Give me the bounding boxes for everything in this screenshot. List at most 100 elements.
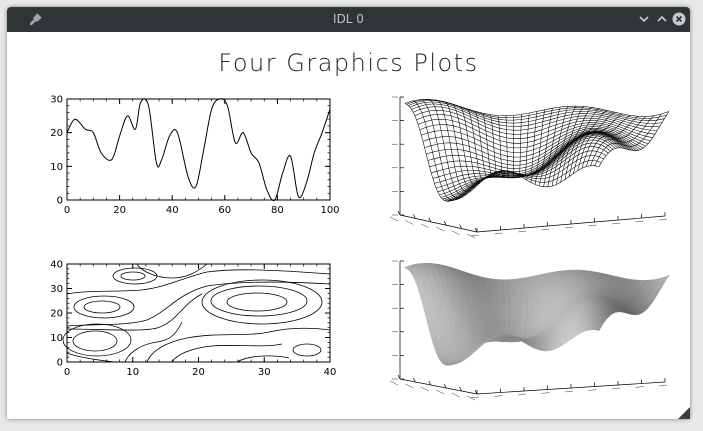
surface-facet bbox=[510, 293, 518, 298]
x-tick bbox=[413, 214, 416, 219]
mesh-line bbox=[577, 115, 631, 171]
mesh-line bbox=[547, 105, 577, 187]
y-tick-label bbox=[541, 392, 550, 394]
mesh-line bbox=[594, 113, 662, 166]
mesh-line bbox=[539, 106, 561, 187]
y-tick-label bbox=[658, 384, 668, 387]
y-tick-label bbox=[658, 218, 668, 221]
mesh-line bbox=[497, 115, 506, 178]
surface-facet bbox=[510, 332, 517, 336]
graphics-canvas: Four Graphics Plots 0 20 40 60 80 100 0 10 20 30 … bbox=[7, 32, 690, 419]
contour-line bbox=[83, 300, 121, 314]
mesh-line bbox=[505, 115, 510, 179]
y-tick-label bbox=[611, 222, 621, 225]
y-tick-label bbox=[588, 389, 597, 391]
surface-facet bbox=[510, 308, 518, 314]
y-tick-label: 0 bbox=[57, 358, 63, 369]
x-tick-label: 80 bbox=[271, 205, 284, 216]
y-tick-label bbox=[494, 232, 503, 235]
y-tick-label: 10 bbox=[50, 333, 63, 344]
x-axis bbox=[399, 378, 478, 395]
surface-facet bbox=[510, 290, 518, 295]
x-tick-label bbox=[436, 389, 445, 395]
x-tick-label bbox=[451, 230, 460, 235]
y-tick-label bbox=[517, 393, 527, 396]
mesh-line bbox=[420, 99, 463, 198]
x-tick bbox=[413, 377, 416, 383]
contour-line bbox=[73, 295, 135, 319]
contour-line bbox=[72, 330, 118, 352]
close-icon[interactable] bbox=[672, 12, 686, 26]
x-tick bbox=[428, 217, 432, 222]
surface-facet bbox=[510, 297, 518, 302]
contour-line bbox=[171, 343, 283, 363]
surface-axis-ticks bbox=[389, 96, 668, 239]
x-tick-label: 30 bbox=[258, 367, 271, 378]
y-tick-label bbox=[635, 386, 644, 388]
x-tick-label bbox=[451, 392, 460, 398]
x-tick-label: 40 bbox=[166, 205, 179, 216]
x-tick bbox=[459, 386, 462, 392]
contour-lines bbox=[62, 263, 331, 363]
mesh-line bbox=[459, 106, 484, 182]
x-tick-label bbox=[389, 216, 399, 222]
y-tick-label bbox=[564, 390, 574, 393]
mesh-line bbox=[517, 114, 522, 178]
contour-line bbox=[66, 269, 331, 295]
surface-facet bbox=[516, 297, 524, 302]
minimize-icon[interactable] bbox=[637, 12, 651, 26]
surface-facet bbox=[516, 304, 523, 310]
contour-line bbox=[66, 293, 203, 331]
x-tick-label: 0 bbox=[64, 367, 70, 378]
contour-line bbox=[120, 271, 146, 281]
contour-plot-ticks: 0 10 20 30 40 0 10 20 30 40 bbox=[50, 260, 336, 379]
y-tick-label: 30 bbox=[50, 95, 63, 106]
wireframe-surface-plot bbox=[389, 96, 670, 239]
mesh-line bbox=[428, 99, 467, 195]
y-tick-label bbox=[635, 220, 644, 223]
plots-svg: 0 20 40 60 80 100 0 10 20 30 0 10 20 30 40 0 10 20 30 40 bbox=[50, 95, 670, 401]
mesh-line bbox=[443, 101, 476, 188]
line-plot-series bbox=[66, 98, 331, 202]
maximize-icon[interactable] bbox=[655, 12, 669, 26]
surface-facet bbox=[510, 285, 518, 289]
x-tick-label: 20 bbox=[192, 367, 205, 378]
x-tick-label: 0 bbox=[64, 205, 70, 216]
x-tick-label: 10 bbox=[126, 367, 139, 378]
contour-line bbox=[210, 285, 308, 317]
x-tick-label: 20 bbox=[113, 205, 126, 216]
mesh-line bbox=[573, 113, 623, 174]
line-plot: 0 20 40 60 80 100 0 10 20 30 bbox=[50, 95, 339, 217]
y-tick-label: 20 bbox=[50, 309, 63, 320]
mesh-line bbox=[482, 113, 497, 178]
mesh-line bbox=[543, 106, 569, 187]
resize-grip[interactable] bbox=[678, 407, 690, 419]
contour-line bbox=[146, 327, 331, 363]
y-tick-label: 40 bbox=[50, 260, 63, 271]
idl-window: IDL 0 Four Graphics Plots 0 20 40 60 80 100 0 1… bbox=[7, 7, 690, 419]
y-tick-label bbox=[588, 224, 597, 227]
x-tick-label bbox=[420, 386, 429, 392]
mesh-line bbox=[534, 108, 553, 185]
mesh-line bbox=[556, 107, 592, 185]
title-bar[interactable]: IDL 0 bbox=[7, 7, 690, 32]
mesh-line bbox=[521, 112, 530, 178]
line-plot-ticks: 0 20 40 60 80 100 0 10 20 30 bbox=[50, 95, 339, 217]
x-tick-label bbox=[420, 223, 429, 228]
line-plot-frame bbox=[66, 98, 331, 201]
contour-line bbox=[226, 292, 288, 312]
mesh-line bbox=[404, 103, 455, 202]
mesh-line bbox=[451, 103, 480, 185]
surface-facet bbox=[510, 323, 517, 328]
mesh-line bbox=[564, 110, 608, 180]
y-tick-label bbox=[470, 396, 480, 399]
surface-facet bbox=[516, 308, 523, 314]
window-title: IDL 0 bbox=[333, 12, 364, 26]
shaded-surface bbox=[404, 262, 670, 366]
surface-facet bbox=[516, 312, 523, 317]
surface-facet bbox=[516, 300, 524, 306]
contour-line bbox=[292, 343, 322, 357]
surface-facet bbox=[510, 304, 518, 310]
pin-icon[interactable] bbox=[29, 12, 43, 26]
y-tick-label: 20 bbox=[50, 128, 63, 139]
